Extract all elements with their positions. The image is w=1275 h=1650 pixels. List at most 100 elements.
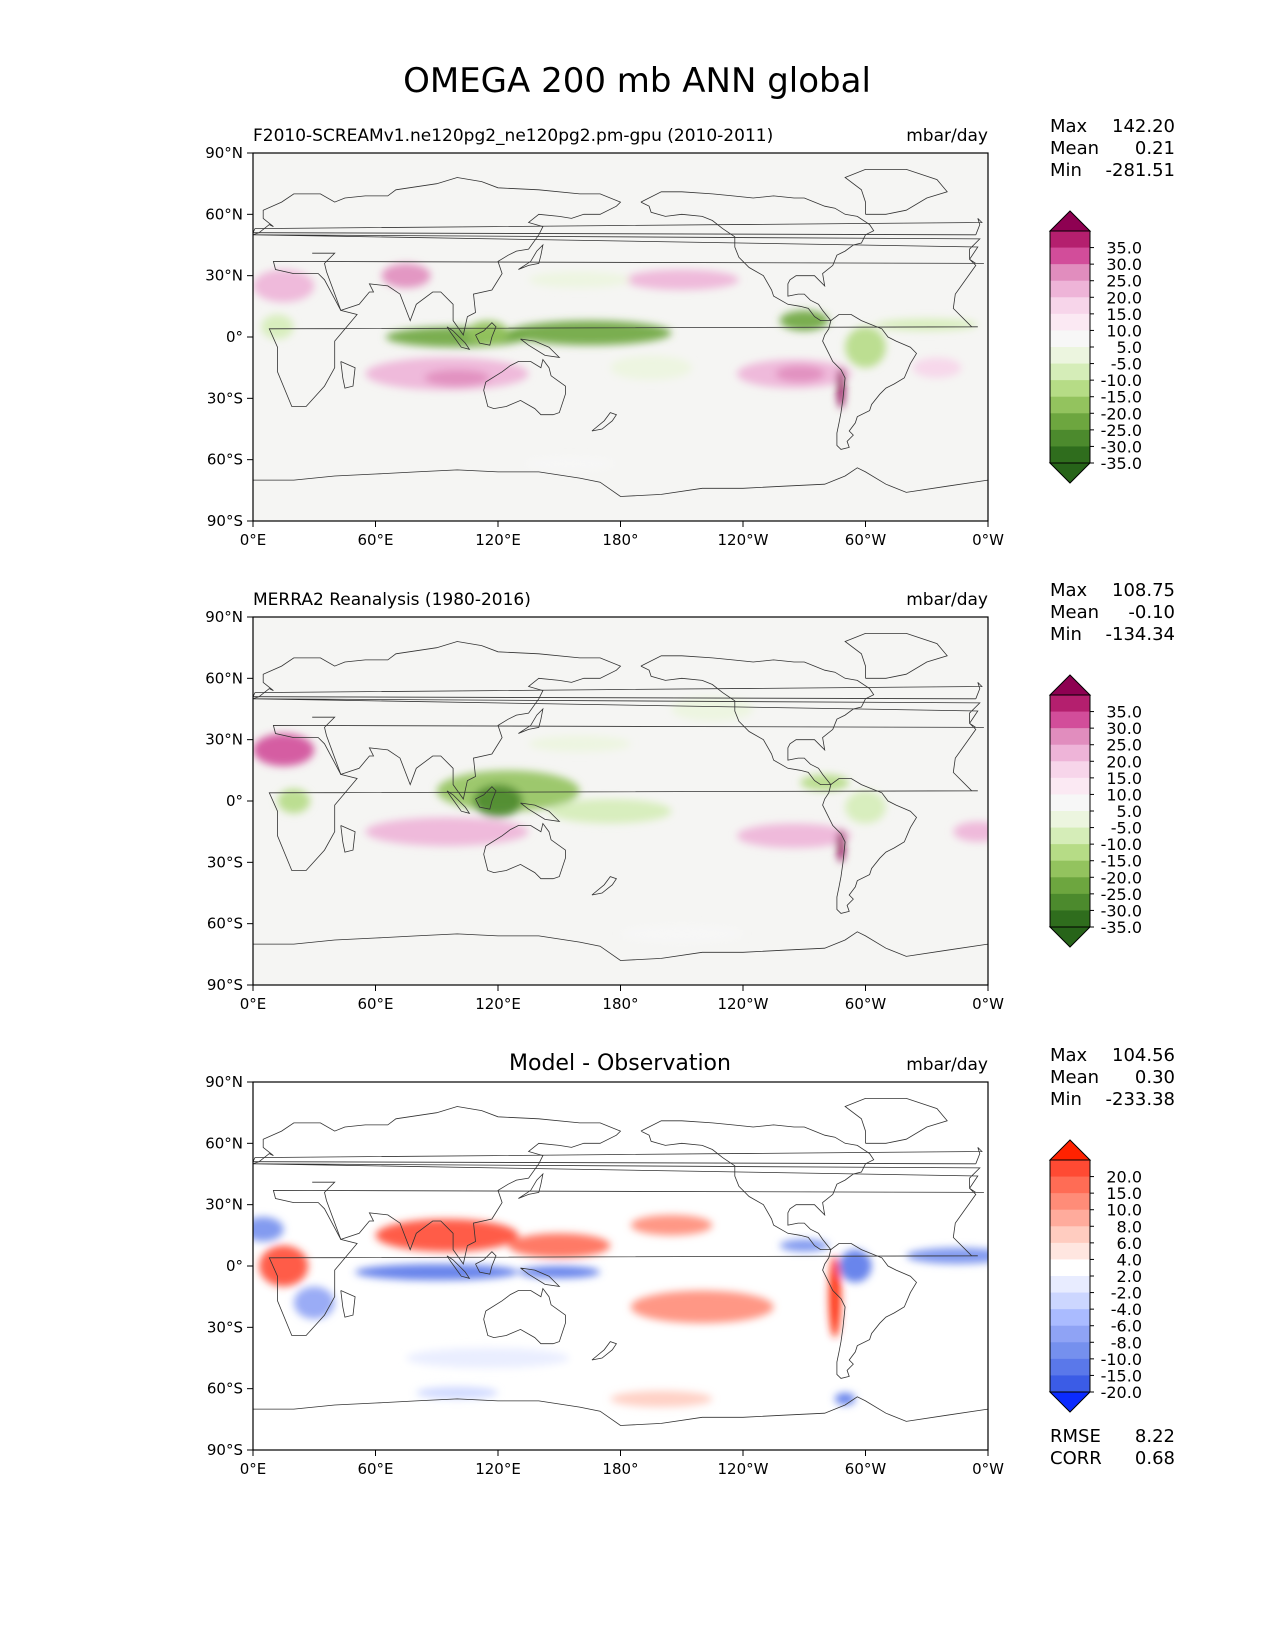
colorbar-label: -10.0	[1101, 371, 1142, 390]
stat-value: 142.20	[1112, 116, 1175, 137]
stat-value: 104.56	[1112, 1045, 1175, 1066]
colorbar-segment	[1050, 744, 1090, 762]
stat-label: Mean	[1050, 602, 1099, 623]
colorbar-label: -15.0	[1101, 1366, 1142, 1385]
colorbar-label: -10.0	[1101, 1350, 1142, 1369]
side-panel-diff: Max 104.56 Mean 0.30 Min -233.38 20.015.010.0…	[1048, 1045, 1175, 1469]
coastline	[591, 876, 618, 896]
x-tick-label: 0°W	[972, 531, 1004, 549]
stat-value: 0.30	[1135, 1067, 1175, 1088]
x-tick-label: 60°W	[845, 531, 887, 549]
x-tick-label: 120°E	[475, 531, 521, 549]
side-panel-ref: Max 108.75 Mean -0.10 Min -134.34 35.030.025.…	[1048, 580, 1175, 948]
map-axes: 0°E 60°E 120°E 180° 120°W 60°W 0°W 90°N 60°N 30°N…	[205, 1073, 1004, 1478]
figure-title: OMEGA 200 mb ANN global	[403, 61, 871, 101]
y-tick-label: 30°N	[205, 731, 243, 749]
field-feature	[381, 263, 431, 288]
coastline	[340, 361, 356, 389]
coastline	[340, 1290, 356, 1318]
coastline	[253, 698, 984, 871]
colorbar-segment	[1050, 1292, 1090, 1310]
colorbar-segment	[1050, 811, 1090, 829]
coastline	[483, 358, 566, 416]
colorbar-label: -15.0	[1101, 388, 1142, 407]
coastline	[253, 641, 622, 800]
stat-value: -134.34	[1106, 624, 1175, 645]
colorbar-label: 15.0	[1106, 1184, 1142, 1203]
field-feature	[671, 696, 754, 722]
coastline	[446, 1255, 471, 1279]
colorbar-extension-bottom	[1048, 1391, 1092, 1413]
field-feature	[253, 269, 315, 303]
field-feature	[365, 817, 529, 846]
colorbar-label: 20.0	[1106, 288, 1142, 307]
x-tick-label: 120°W	[718, 995, 769, 1013]
colorbar-segment	[1050, 446, 1090, 464]
field-feature	[834, 1392, 856, 1406]
y-tick-label: 90°N	[205, 608, 243, 626]
coastline	[446, 326, 471, 350]
coastline	[253, 467, 988, 497]
field-feature	[630, 1214, 713, 1236]
coastline	[844, 1098, 948, 1144]
colorbar-extension-bottom	[1048, 462, 1092, 484]
colorbar-segment	[1050, 1226, 1090, 1244]
field-feature	[610, 355, 692, 380]
panel-units: mbar/day	[906, 126, 988, 146]
colorbar-label: -5.0	[1111, 355, 1142, 374]
y-tick-label: 60°S	[207, 451, 243, 469]
stat-label: Max	[1050, 580, 1088, 601]
y-tick-label: 30°S	[207, 1318, 243, 1336]
panel-test: F2010-SCREAMv1.ne120pg2_ne120pg2.pm-gpu …	[205, 126, 1004, 549]
colorbar-segment	[1050, 1276, 1090, 1294]
y-tick-label: 60°N	[205, 1134, 243, 1152]
colorbar-extension-top	[1048, 674, 1092, 696]
colorbar-label: 20.0	[1106, 752, 1142, 771]
field-feature	[416, 1386, 498, 1399]
field-feature	[779, 310, 829, 331]
stat-value: -281.51	[1106, 160, 1175, 181]
footer-stat-value: 0.68	[1135, 1448, 1175, 1469]
colorbar-label: -10.0	[1101, 835, 1142, 854]
colorbar-label: 30.0	[1106, 255, 1142, 274]
colorbar-segment	[1050, 313, 1090, 331]
colorbar-segment	[1050, 711, 1090, 729]
colorbar-diff: 20.015.010.08.06.04.02.0-2.0-4.0-6.0-8.0…	[1048, 1139, 1142, 1413]
coastlines	[253, 633, 988, 961]
field-feature	[528, 735, 631, 752]
map-axes: 0°E 60°E 120°E 180° 120°W 60°W 0°W 90°N 60°N 30°N…	[205, 608, 1004, 1013]
field-feature	[775, 365, 825, 382]
field-feature	[912, 357, 962, 378]
coastline	[844, 633, 948, 679]
coastline	[475, 322, 497, 346]
colorbar-label: 5.0	[1117, 802, 1142, 821]
field-feature	[508, 320, 672, 346]
y-tick-label: 90°S	[207, 976, 243, 994]
colorbar-segment	[1050, 1193, 1090, 1211]
field-feature	[953, 821, 988, 842]
field-feature	[424, 369, 490, 387]
colorbar-extension-top	[1048, 1139, 1092, 1161]
coastline	[640, 191, 875, 321]
x-tick-label: 60°W	[845, 1460, 887, 1478]
colorbar-segment	[1050, 1242, 1090, 1260]
colorbar-segment	[1050, 893, 1090, 911]
coastline	[340, 825, 356, 853]
y-tick-label: 90°S	[207, 1441, 243, 1459]
field-feature	[253, 733, 315, 767]
colorbar-label: -30.0	[1101, 437, 1142, 456]
colorbar-segment	[1050, 1375, 1090, 1393]
x-tick-label: 60°E	[357, 995, 393, 1013]
coastline	[520, 338, 561, 358]
colorbar-segment	[1050, 264, 1090, 282]
x-tick-label: 60°E	[357, 1460, 393, 1478]
field-feature	[375, 1218, 519, 1252]
x-tick-label: 0°E	[240, 1460, 267, 1478]
colorbar-label: -20.0	[1101, 868, 1142, 887]
y-tick-label: 60°N	[205, 205, 243, 223]
colorbar-segment	[1050, 280, 1090, 298]
colorbar-segment	[1050, 1160, 1090, 1178]
colorbar-label: 35.0	[1106, 239, 1142, 258]
colorbar-label: 5.0	[1117, 338, 1142, 357]
